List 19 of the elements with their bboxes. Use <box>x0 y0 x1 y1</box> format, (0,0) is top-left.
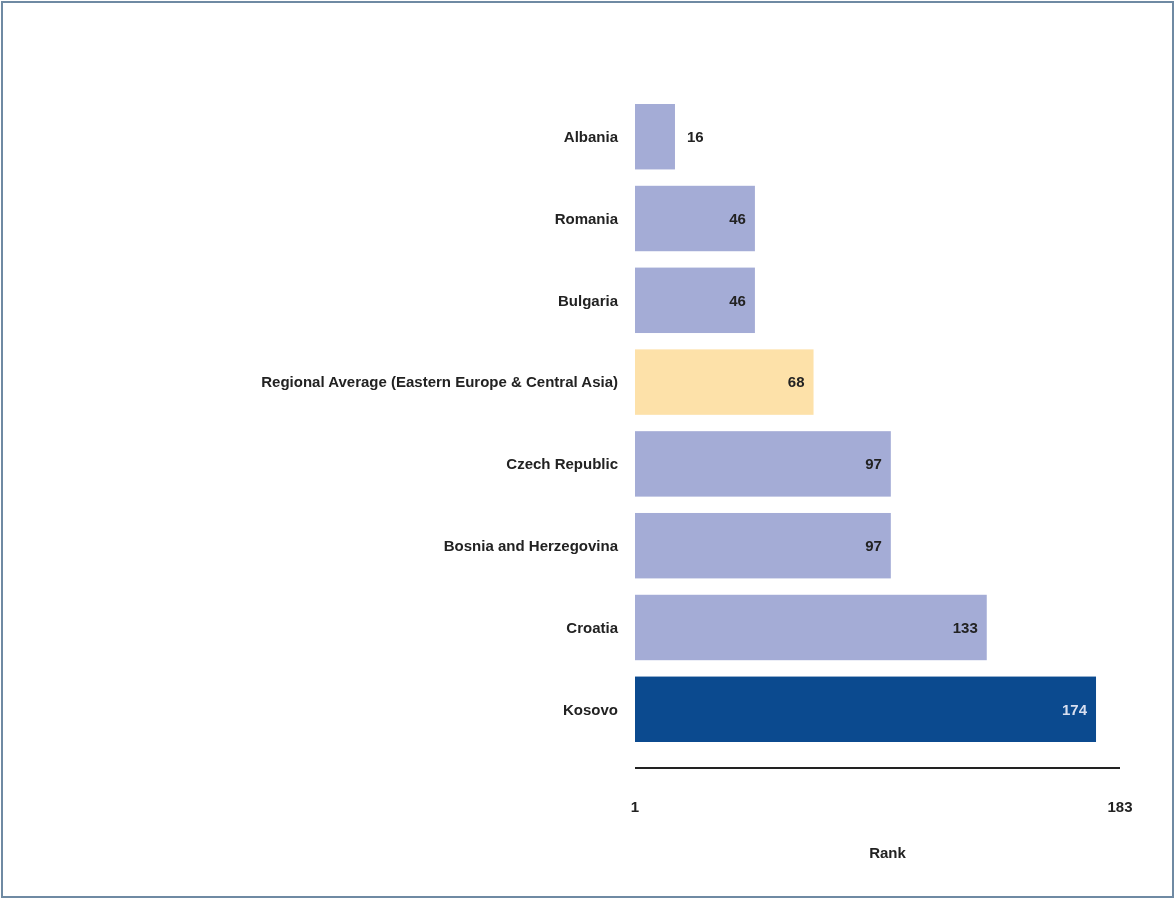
x-tick-label: 183 <box>1107 798 1133 815</box>
y-tick-label: Czech Republic <box>506 455 618 473</box>
y-tick-label: Regional Average (Eastern Europe & Central Asia) <box>261 373 618 391</box>
data-label: 174 <box>1061 700 1088 718</box>
data-label: 97 <box>865 536 882 554</box>
x-tick-label: 1 <box>630 798 640 815</box>
data-label: 46 <box>729 291 746 309</box>
y-tick-label: Bulgaria <box>557 291 619 309</box>
y-tick-label: Romania <box>554 209 619 227</box>
y-tick-label: Bosnia and Herzegovina <box>443 536 619 554</box>
y-tick-label: Kosovo <box>562 700 618 718</box>
x-axis-title: Rank <box>869 844 907 861</box>
data-label: 46 <box>729 209 746 227</box>
data-label: 97 <box>865 455 882 473</box>
data-label: 133 <box>952 618 978 636</box>
y-tick-label: Albania <box>563 127 619 145</box>
data-label: 68 <box>787 373 805 391</box>
y-tick-label: Croatia <box>566 618 619 636</box>
data-label: 16 <box>686 127 704 145</box>
